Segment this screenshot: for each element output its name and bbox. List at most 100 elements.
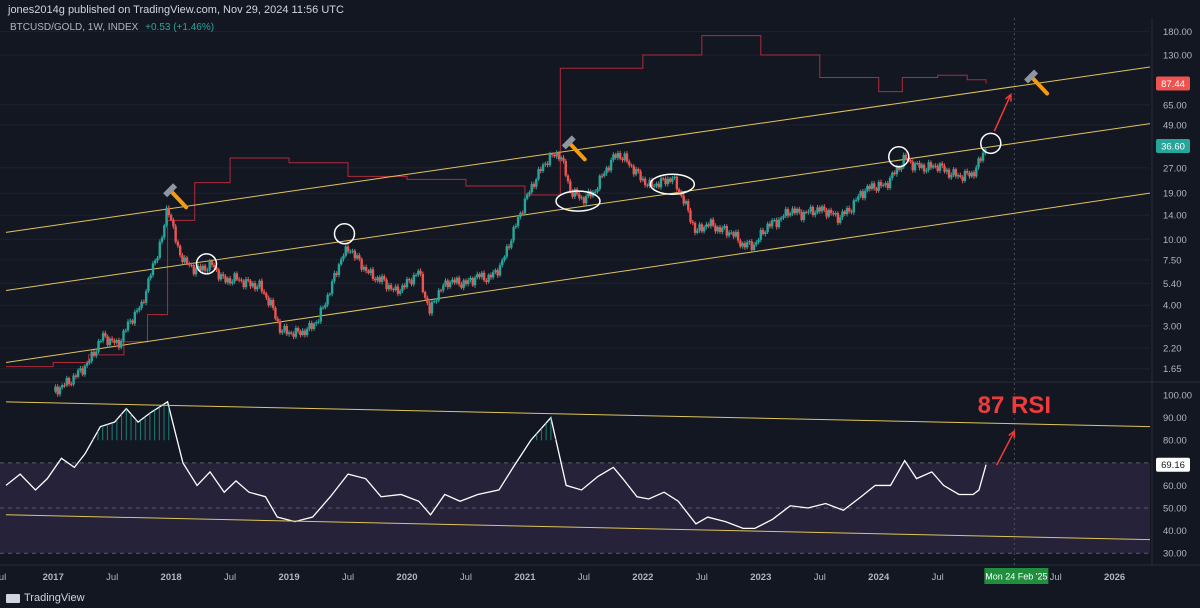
circle-highlight: [555, 190, 601, 212]
candle-body: [621, 158, 624, 161]
hammer-head: [1024, 69, 1039, 84]
candle-body: [857, 196, 860, 200]
rsi-tick-label: 30.00: [1163, 549, 1187, 560]
candle-body: [342, 255, 345, 260]
candle-body: [968, 172, 971, 177]
candle-body: [389, 285, 393, 290]
tradingview-watermark[interactable]: TradingView: [6, 592, 85, 604]
rsi-band: [0, 462, 1150, 554]
candle-body: [687, 201, 690, 211]
candle-body: [471, 278, 474, 286]
candle-body: [228, 278, 232, 284]
candle-body: [532, 183, 536, 187]
symbol-change: +0.53 (+1.46%): [145, 22, 215, 33]
candle-body: [274, 307, 277, 319]
candle-body: [745, 242, 749, 248]
candle-body: [725, 225, 728, 236]
candle-body: [516, 217, 520, 226]
rsi-label-box: [1156, 457, 1190, 472]
candle-body: [417, 270, 420, 275]
candle-body: [74, 375, 78, 377]
candle-body: [562, 157, 565, 161]
candle-body: [863, 190, 867, 199]
candle-body: [480, 272, 484, 278]
time-tick-label: Jul: [814, 572, 826, 583]
candle-body: [253, 283, 257, 290]
candle-body: [167, 207, 171, 216]
candle-body: [664, 178, 667, 185]
candle-body: [396, 286, 400, 294]
publish-info: jones2014g published on TradingView.com,…: [8, 4, 344, 16]
candle-body: [818, 207, 821, 212]
candle-body: [142, 301, 146, 303]
candle-body: [965, 171, 969, 173]
candle-body: [795, 208, 799, 214]
candle-body: [231, 281, 234, 284]
candle-body: [355, 255, 359, 259]
candle-body: [154, 260, 157, 264]
candle-body: [643, 178, 647, 186]
candle-body: [290, 332, 293, 334]
candle-body: [662, 178, 665, 180]
candle-body: [789, 213, 792, 216]
candle-body: [460, 284, 463, 288]
candle-body: [841, 211, 844, 218]
candle-body: [144, 291, 148, 303]
candle-body: [423, 292, 427, 298]
candle-body: [213, 265, 216, 268]
rsi-axis: 100.0090.0080.0070.0060.0050.0040.0030.0…: [1163, 391, 1192, 560]
candle-body: [131, 320, 134, 324]
rsi-tick-label: 90.00: [1163, 413, 1187, 424]
candle-body: [598, 175, 601, 190]
candle-body: [467, 280, 470, 285]
candle-body: [564, 160, 567, 176]
candle-body: [328, 293, 332, 295]
candle-body: [952, 169, 955, 175]
candle-body: [594, 191, 597, 193]
candle-body: [766, 223, 769, 233]
candle-body: [571, 191, 574, 197]
candle-body: [392, 289, 395, 291]
candle-body: [555, 152, 558, 157]
candle-body: [387, 285, 391, 290]
candle-body: [544, 163, 547, 165]
candle-body: [147, 278, 150, 292]
candle-body: [623, 153, 626, 161]
candle-body: [895, 167, 899, 175]
candle-body: [925, 170, 928, 172]
candle-body: [378, 277, 381, 282]
candle-body: [185, 257, 189, 264]
candle-body: [260, 280, 264, 292]
candle-body: [650, 179, 654, 187]
candle-body: [303, 330, 307, 336]
candle-body: [843, 211, 846, 215]
candle-body: [904, 154, 908, 160]
candle-body: [294, 327, 298, 337]
candle-body: [135, 310, 139, 312]
candle-body: [92, 351, 96, 356]
candle-body: [671, 178, 674, 182]
channel-middle: [5, 123, 1151, 292]
price-tick-label: 65.00: [1163, 100, 1187, 111]
candle-body: [349, 251, 352, 253]
hammer-handle: [169, 189, 189, 210]
candle-body: [798, 208, 801, 212]
candle-body: [174, 226, 177, 242]
candle-body: [296, 327, 300, 332]
circle-highlight: [888, 146, 910, 168]
candle-body: [496, 270, 499, 276]
candle-body: [292, 333, 295, 337]
price-label-box: [1156, 139, 1190, 154]
candle-body: [541, 164, 545, 171]
candle-body: [88, 361, 91, 363]
candle-body: [820, 206, 824, 212]
candle-body: [861, 191, 865, 199]
candle-body: [918, 162, 921, 168]
candle-body: [730, 232, 733, 234]
price-arrow-head: [1004, 92, 1012, 102]
candle-body: [110, 338, 114, 341]
candle-body: [203, 265, 207, 271]
time-tick-label: 2017: [43, 572, 64, 583]
candle-body: [521, 212, 524, 214]
candle-body: [120, 341, 123, 348]
